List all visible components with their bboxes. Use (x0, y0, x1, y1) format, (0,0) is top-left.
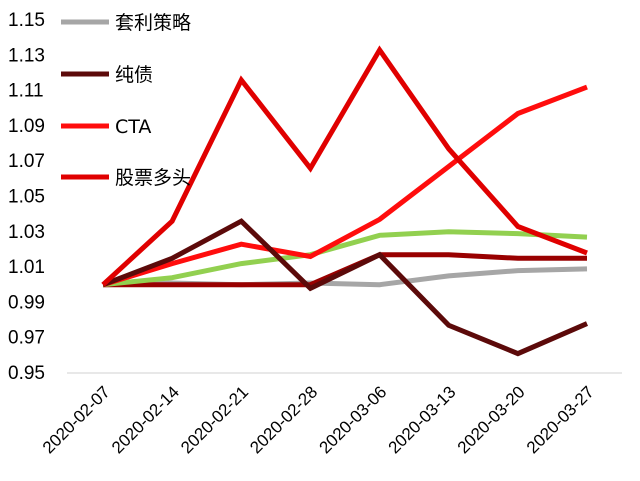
series-line-1 (102, 218, 588, 357)
series-line-4 (102, 229, 588, 288)
x-tick-label: 2020-03-13 (385, 382, 460, 457)
y-tick-label: 0.99 (8, 292, 45, 313)
x-axis: 2020-02-072020-02-142020-02-212020-02-28… (39, 372, 622, 457)
x-tick-label: 2020-03-20 (454, 382, 529, 457)
x-tick-label: 2020-02-21 (177, 382, 252, 457)
legend-label: CTA (115, 116, 151, 138)
y-tick-label: 1.09 (8, 116, 45, 137)
y-tick-label: 1.01 (8, 257, 45, 278)
y-tick-label: 1.13 (8, 45, 45, 66)
series-line-3 (101, 45, 588, 287)
legend-label: 纯债 (115, 64, 153, 86)
x-tick-label: 2020-03-27 (523, 382, 598, 457)
y-tick-label: 1.03 (8, 222, 45, 243)
x-tick-label: 2020-02-07 (39, 382, 114, 457)
y-tick-label: 1.07 (8, 151, 45, 172)
x-tick-label: 2020-03-06 (315, 382, 390, 457)
y-tick-label: 1.15 (8, 10, 45, 31)
y-tick-label: 0.97 (8, 328, 45, 349)
y-tick-label: 0.95 (8, 363, 45, 384)
x-tick-label: 2020-02-28 (246, 382, 321, 457)
series-line-2 (102, 84, 588, 288)
y-axis: 0.95 0.97 0.99 1.01 1.03 1.05 1.07 1.09 1.11 1.13… (8, 10, 45, 384)
y-tick-label: 1.05 (8, 187, 45, 208)
y-tick-label: 1.11 (8, 81, 44, 102)
legend-label: 套利策略 (115, 12, 191, 34)
legend-label: 股票多头 (115, 167, 191, 189)
series-layer (101, 45, 588, 357)
x-tick-label: 2020-02-14 (108, 382, 183, 457)
